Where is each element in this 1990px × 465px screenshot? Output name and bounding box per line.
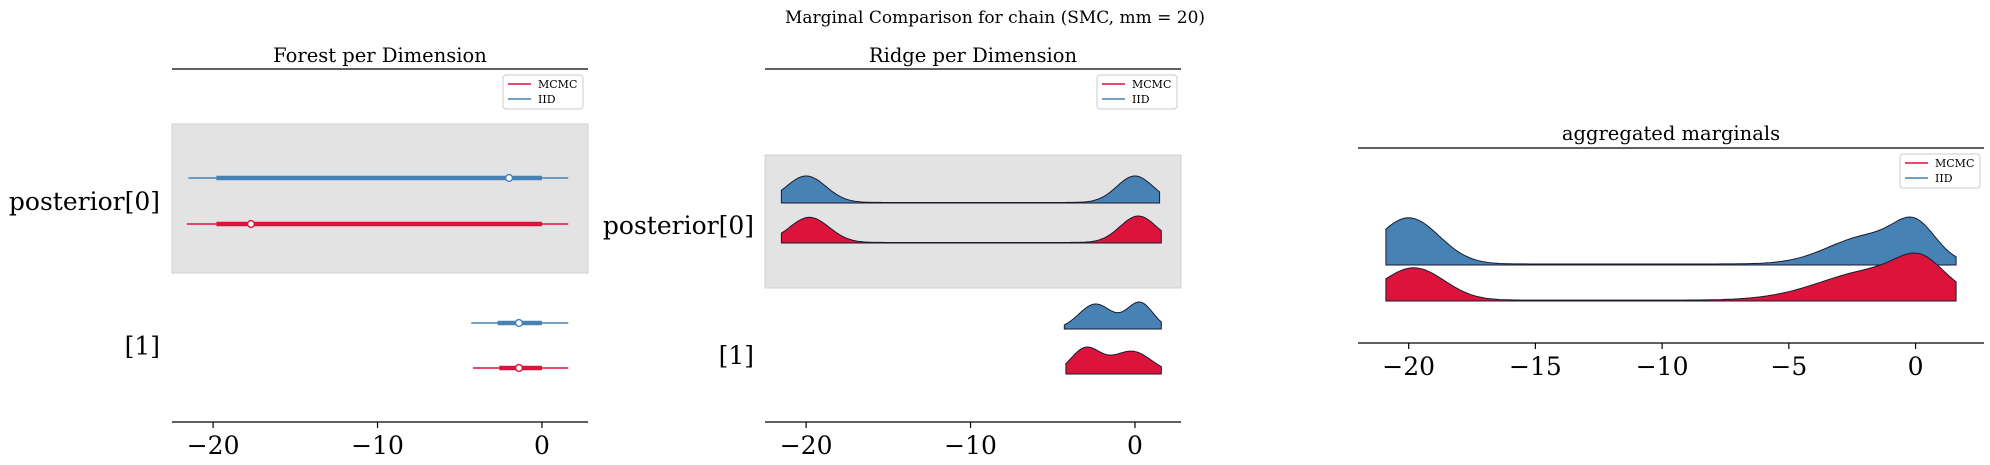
ridge-iid xyxy=(1385,216,1957,266)
x-tick-label: 0 xyxy=(1127,431,1143,460)
x-tick-label: −10 xyxy=(944,431,997,460)
row-label: posterior[0] xyxy=(603,211,754,240)
forest-point-mcmc xyxy=(514,363,524,373)
x-tick-label: −10 xyxy=(1636,352,1689,381)
legend-label-iid: IID xyxy=(1132,93,1150,106)
legend-label-iid: IID xyxy=(1935,172,1953,185)
legend: MCMC IID xyxy=(1096,74,1178,110)
legend-label-mcmc: MCMC xyxy=(1935,157,1974,170)
subplot-2: Ridge per Dimension −20 −10 0 posterior[0] [1… xyxy=(603,44,1182,460)
ridge-mcmc xyxy=(780,215,1162,244)
ridge-iid xyxy=(1063,301,1162,330)
legend: MCMC IID xyxy=(1899,153,1981,189)
forest-point-iid xyxy=(514,318,524,328)
x-tick-label: −20 xyxy=(780,431,833,460)
subplot-title: Ridge per Dimension xyxy=(869,44,1078,67)
ridge-mcmc xyxy=(1385,252,1957,302)
plot-area: Forest per Dimension −20 −10 0 posterior[0] [… xyxy=(9,44,1984,460)
x-tick-label: −5 xyxy=(1770,352,1807,381)
legend-label-iid: IID xyxy=(538,93,556,106)
subplot-title: Forest per Dimension xyxy=(273,44,487,67)
subplot-1: Forest per Dimension −20 −10 0 posterior[0] [… xyxy=(9,44,589,460)
row-label: posterior[0] xyxy=(9,187,160,216)
highlight-band xyxy=(764,154,1182,289)
ridge-iid xyxy=(780,175,1161,204)
x-tick-label: −15 xyxy=(1509,352,1562,381)
figure-suptitle: Marginal Comparison for chain (SMC, mm =… xyxy=(785,8,1205,28)
forest-point-iid xyxy=(504,173,514,183)
legend-label-mcmc: MCMC xyxy=(1132,78,1171,91)
highlight-band xyxy=(171,123,589,274)
x-tick-label: 0 xyxy=(534,431,550,460)
legend-label-mcmc: MCMC xyxy=(538,78,577,91)
x-tick-label: 0 xyxy=(1908,352,1924,381)
subplot-title: aggregated marginals xyxy=(1562,122,1780,145)
ridge-mcmc xyxy=(1065,346,1162,375)
forest-point-mcmc xyxy=(246,219,256,229)
legend: MCMC IID xyxy=(502,74,584,110)
subplot-3: aggregated marginals −20 −15 −10 −5 0 MCMC IID xyxy=(1358,122,1984,381)
x-tick-label: −20 xyxy=(1382,352,1435,381)
row-label: [1] xyxy=(125,332,160,361)
x-tick-label: −10 xyxy=(351,431,404,460)
x-tick-label: −20 xyxy=(187,431,240,460)
row-label: [1] xyxy=(719,341,754,370)
